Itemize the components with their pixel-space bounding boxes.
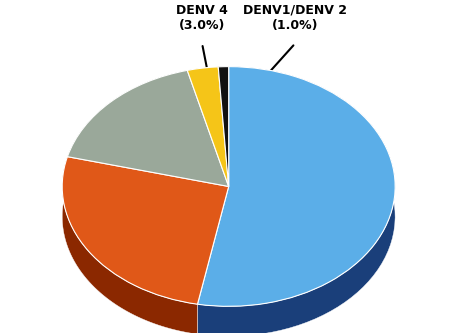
Text: DENV 3
(17.0%): DENV 3 (17.0%): [135, 125, 196, 155]
Text: DENV1/DENV 2
(1.0%): DENV1/DENV 2 (1.0%): [243, 4, 347, 32]
Polygon shape: [198, 67, 395, 336]
Wedge shape: [218, 67, 228, 186]
Wedge shape: [62, 157, 228, 304]
Wedge shape: [187, 67, 228, 186]
Polygon shape: [187, 67, 218, 100]
Text: DENV 4
(3.0%): DENV 4 (3.0%): [176, 4, 228, 32]
Wedge shape: [198, 67, 395, 306]
Wedge shape: [67, 70, 228, 186]
Polygon shape: [218, 67, 228, 97]
Polygon shape: [62, 157, 198, 334]
Text: DENV 1
(53.0%): DENV 1 (53.0%): [262, 185, 322, 215]
Polygon shape: [67, 70, 187, 186]
Text: DENV 2
(26.0%): DENV 2 (26.0%): [128, 221, 189, 252]
